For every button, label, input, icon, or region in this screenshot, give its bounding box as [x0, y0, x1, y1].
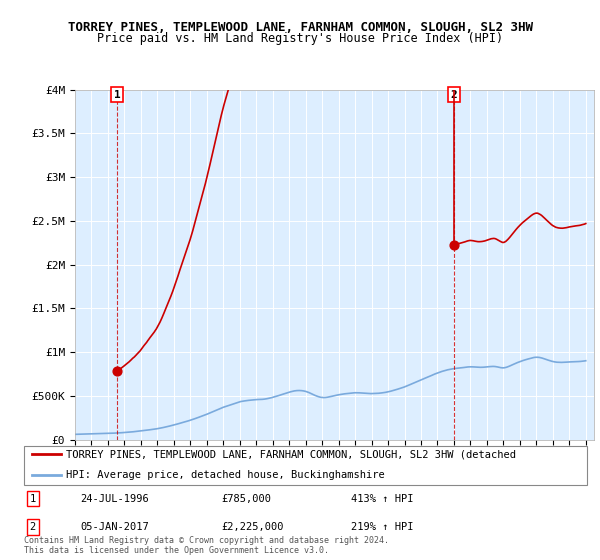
FancyBboxPatch shape [24, 446, 587, 485]
Text: TORREY PINES, TEMPLEWOOD LANE, FARNHAM COMMON, SLOUGH, SL2 3HW: TORREY PINES, TEMPLEWOOD LANE, FARNHAM C… [67, 21, 533, 34]
Text: £785,000: £785,000 [221, 493, 271, 503]
Text: 413% ↑ HPI: 413% ↑ HPI [351, 493, 413, 503]
Text: 219% ↑ HPI: 219% ↑ HPI [351, 522, 413, 533]
Text: 2: 2 [451, 90, 457, 100]
Text: 1: 1 [114, 90, 121, 100]
Text: Price paid vs. HM Land Registry's House Price Index (HPI): Price paid vs. HM Land Registry's House … [97, 32, 503, 45]
Text: This data is licensed under the Open Government Licence v3.0.: This data is licensed under the Open Gov… [24, 545, 329, 555]
Text: Contains HM Land Registry data © Crown copyright and database right 2024.: Contains HM Land Registry data © Crown c… [24, 536, 389, 545]
Text: £2,225,000: £2,225,000 [221, 522, 284, 533]
Text: 2: 2 [29, 522, 36, 533]
Point [112, 366, 122, 375]
Text: TORREY PINES, TEMPLEWOOD LANE, FARNHAM COMMON, SLOUGH, SL2 3HW (detached: TORREY PINES, TEMPLEWOOD LANE, FARNHAM C… [66, 449, 516, 459]
Point [449, 240, 459, 249]
Text: 05-JAN-2017: 05-JAN-2017 [80, 522, 149, 533]
Text: 1: 1 [29, 493, 36, 503]
Text: HPI: Average price, detached house, Buckinghamshire: HPI: Average price, detached house, Buck… [66, 470, 385, 480]
Text: 24-JUL-1996: 24-JUL-1996 [80, 493, 149, 503]
